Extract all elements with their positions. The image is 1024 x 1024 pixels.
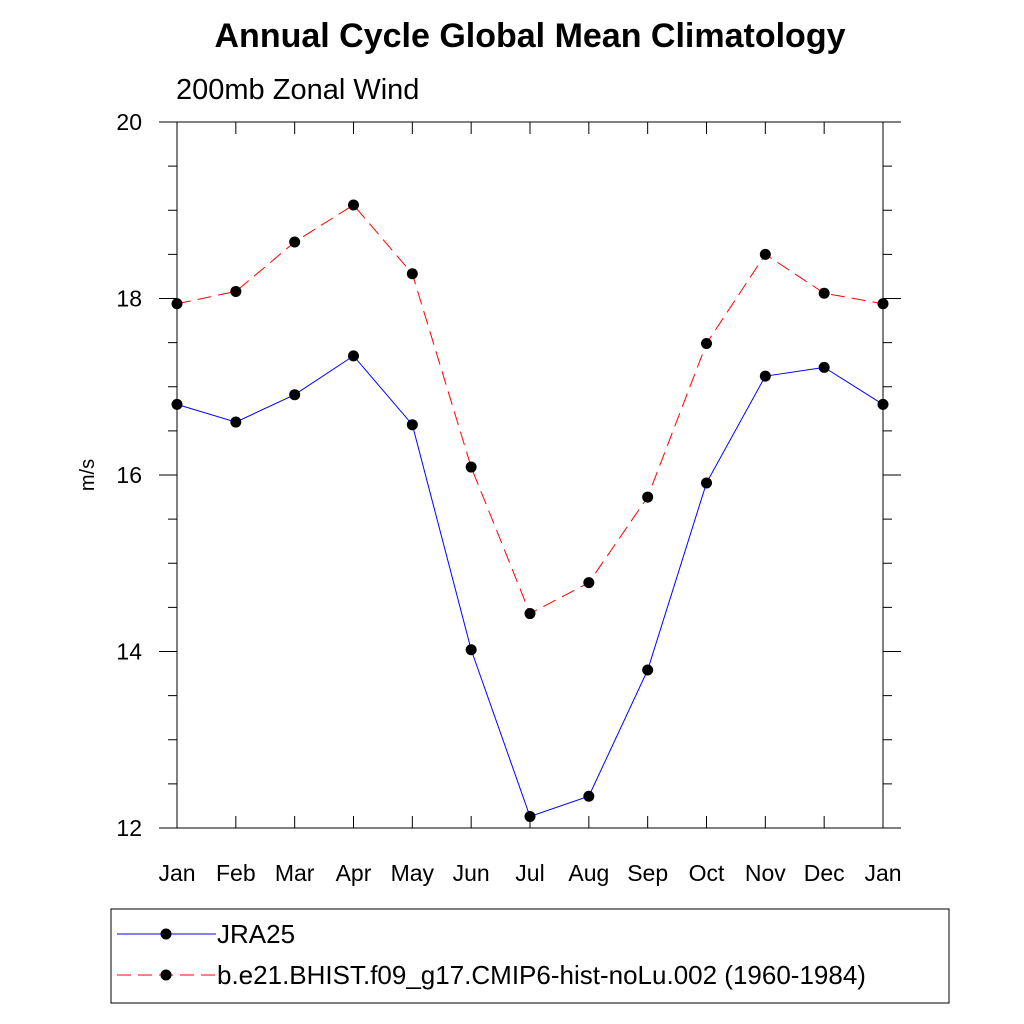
series-1-point <box>524 811 536 823</box>
series-2-point <box>406 268 418 280</box>
series-2-point <box>524 608 536 620</box>
y-tick-label: 14 <box>116 639 142 665</box>
series-1-point <box>583 790 595 802</box>
series-1-point <box>877 398 889 410</box>
x-tick-label: Aug <box>568 860 609 886</box>
legend-box <box>110 908 950 1004</box>
series-2-point <box>877 298 889 310</box>
plot-frame <box>176 121 884 829</box>
series-1-point <box>348 350 359 362</box>
series-layer <box>171 199 889 823</box>
x-tick-label: Feb <box>216 860 256 886</box>
legend-marker-2 <box>160 969 172 981</box>
series-2-point <box>465 461 477 473</box>
series-2-point <box>818 287 830 299</box>
series-2-point <box>583 577 595 589</box>
legend-label-2: b.e21.BHIST.f09_g17.CMIP6-hist-noLu.002 … <box>217 960 866 990</box>
series-1-point <box>759 370 771 382</box>
series-2-point <box>348 199 359 211</box>
axis-ticks: Jan Feb Mar Apr May Jun Jul Aug Sep Oct Nov Dec Jan 1… <box>116 109 901 886</box>
chart-title: Annual Cycle Global Mean Climatology <box>215 17 846 55</box>
y-tick-label: 16 <box>116 462 142 488</box>
series-1-point <box>289 389 301 401</box>
legend-label-1: JRA25 <box>217 919 295 949</box>
series-1-point <box>465 644 477 656</box>
legend-marker-1 <box>160 928 172 940</box>
series-2-point <box>171 298 183 310</box>
series-2-point <box>701 338 712 350</box>
x-tick-label: Jul <box>515 860 544 886</box>
chart-subtitle: 200mb Zonal Wind <box>176 74 419 106</box>
series-1-point <box>171 398 183 410</box>
x-tick-label: Jan <box>864 860 901 886</box>
y-axis-label: m/s <box>77 459 99 491</box>
series-1-point <box>701 477 712 489</box>
x-tick-label: Jan <box>158 860 195 886</box>
x-tick-label: Sep <box>627 860 668 886</box>
x-tick-label: Apr <box>336 860 372 886</box>
y-tick-label: 20 <box>116 109 142 135</box>
series-1-point <box>230 416 242 428</box>
series-line-2 <box>176 204 884 615</box>
series-2-point <box>289 236 301 248</box>
x-tick-label: Nov <box>745 860 786 886</box>
x-tick-label: Jun <box>453 860 490 886</box>
series-line-1 <box>176 355 884 818</box>
series-1-point <box>642 664 654 676</box>
y-tick-label: 18 <box>116 286 142 312</box>
series-1-point <box>818 361 830 373</box>
x-tick-label: May <box>391 860 435 886</box>
series-1-point <box>406 419 418 431</box>
x-tick-label: Dec <box>804 860 845 886</box>
x-tick-label: Oct <box>689 860 725 886</box>
x-tick-label: Mar <box>275 860 315 886</box>
y-tick-label: 12 <box>116 815 142 841</box>
legend: JRA25 b.e21.BHIST.f09_g17.CMIP6-hist-noLu… <box>110 908 950 1004</box>
series-2-point <box>230 285 242 297</box>
series-2-point <box>759 248 771 260</box>
series-2-point <box>642 491 654 503</box>
